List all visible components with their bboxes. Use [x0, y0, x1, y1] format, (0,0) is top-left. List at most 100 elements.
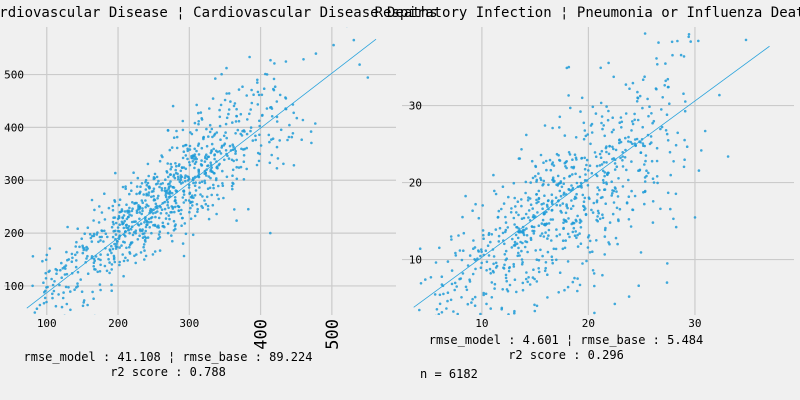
cardiovascular-point [152, 187, 156, 190]
respiratory-point [558, 233, 562, 236]
cardiovascular-point [169, 180, 172, 183]
cardiovascular-point [64, 267, 67, 270]
cardiovascular-point [242, 160, 246, 163]
cardiovascular-point [275, 145, 279, 149]
cardiovascular-point [139, 185, 142, 188]
cardiovascular-point [100, 211, 104, 214]
respiratory-point [594, 112, 598, 115]
respiratory-point [508, 266, 512, 269]
respiratory-point [551, 199, 554, 203]
respiratory-point [621, 155, 624, 158]
cardiovascular-point [33, 343, 36, 346]
respiratory-point [532, 268, 535, 272]
cardiovascular-point [122, 240, 125, 244]
cardiovascular-point [138, 234, 141, 237]
cardiovascular-point [51, 283, 55, 287]
cardiovascular-x-tick-label: 100 [37, 317, 57, 330]
cardiovascular-point [233, 102, 237, 105]
cardiovascular-point [269, 58, 272, 62]
cardiovascular-point [127, 215, 130, 219]
cardiovascular-point [184, 232, 188, 236]
cardiovascular-point [248, 112, 251, 116]
respiratory-point [548, 158, 552, 162]
respiratory-point [515, 242, 519, 245]
respiratory-point [652, 181, 656, 184]
cardiovascular-point [150, 216, 154, 219]
respiratory-point [643, 176, 647, 179]
cardiovascular-point [314, 122, 317, 125]
respiratory-points [418, 32, 748, 315]
cardiovascular-point [99, 253, 102, 256]
respiratory-panel: 10 20 30 10 20 30 Respiratory Infection ¦ Pneu… [375, 5, 800, 330]
respiratory-point [612, 157, 616, 160]
cardiovascular-point [301, 118, 305, 122]
respiratory-point [571, 204, 575, 208]
respiratory-point [485, 269, 488, 272]
respiratory-point [616, 242, 619, 246]
cardiovascular-point [194, 156, 197, 159]
cardiovascular-point [270, 153, 274, 157]
respiratory-point [460, 296, 463, 299]
respiratory-point [562, 221, 565, 224]
cardiovascular-point [133, 202, 136, 205]
cardiovascular-point [80, 290, 84, 294]
respiratory-point [627, 295, 631, 298]
respiratory-point [532, 225, 536, 229]
cardiovascular-point [177, 209, 181, 213]
cardiovascular-point [110, 283, 113, 287]
respiratory-point [558, 204, 562, 207]
cardiovascular-point [113, 199, 116, 202]
cardiovascular-point [147, 217, 151, 221]
respiratory-point [684, 100, 687, 103]
cardiovascular-point [193, 121, 197, 125]
cardiovascular-point [249, 108, 252, 111]
cardiovascular-point [103, 229, 106, 233]
cardiovascular-point [173, 196, 177, 199]
cardiovascular-point [170, 191, 174, 195]
respiratory-point [590, 171, 594, 175]
respiratory-point [513, 311, 516, 315]
respiratory-point [578, 232, 581, 235]
cardiovascular-point [227, 108, 231, 111]
respiratory-point [576, 289, 579, 293]
cardiovascular-point [162, 224, 165, 228]
cardiovascular-point [44, 277, 48, 280]
respiratory-point [531, 229, 534, 233]
cardiovascular-point [225, 116, 229, 120]
cardiovascular-point [108, 249, 112, 252]
cardiovascular-point [54, 304, 58, 308]
cardiovascular-point [231, 143, 234, 146]
respiratory-point [565, 66, 569, 70]
cardiovascular-point [236, 128, 240, 132]
respiratory-point [588, 239, 592, 243]
respiratory-point [586, 184, 590, 187]
cardiovascular-point [188, 148, 192, 151]
respiratory-point [564, 239, 567, 242]
respiratory-point [435, 308, 439, 311]
respiratory-point [561, 202, 565, 205]
respiratory-point [612, 128, 615, 132]
respiratory-point [570, 184, 573, 187]
cardiovascular-point [65, 250, 68, 254]
cardiovascular-point [131, 201, 134, 204]
cardiovascular-point [114, 233, 118, 236]
cardiovascular-point [181, 216, 184, 220]
cardiovascular-point [81, 304, 85, 308]
cardiovascular-point [167, 206, 170, 210]
respiratory-point [568, 235, 571, 239]
cardiovascular-point [144, 188, 148, 191]
cardiovascular-point [148, 187, 151, 190]
cardiovascular-point [211, 97, 215, 100]
respiratory-point [569, 106, 572, 110]
cardiovascular-point [130, 214, 133, 217]
cardiovascular-point [53, 280, 56, 283]
respiratory-point [600, 149, 604, 153]
respiratory-point [600, 163, 604, 166]
respiratory-point [672, 160, 675, 163]
cardiovascular-point [154, 224, 157, 228]
respiratory-point [620, 126, 623, 129]
cardiovascular-point [295, 116, 299, 120]
respiratory-point [575, 192, 578, 196]
cardiovascular-point [173, 205, 177, 209]
respiratory-point [592, 201, 596, 205]
